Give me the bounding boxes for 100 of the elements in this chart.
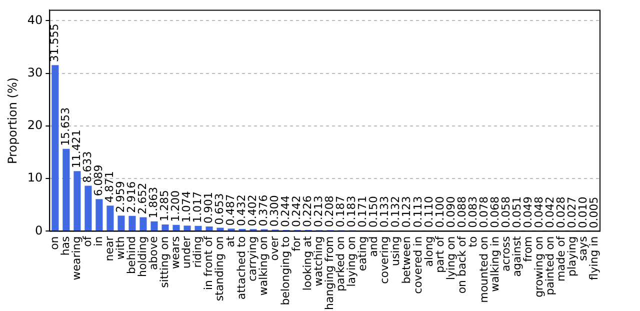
x-tick-label: playing <box>565 236 578 277</box>
data-label: 0.048 <box>532 196 546 228</box>
data-label: 4.871 <box>103 171 116 203</box>
x-tick-label: covering <box>378 236 392 284</box>
data-label: 8.633 <box>81 151 94 183</box>
data-label: 0.042 <box>543 196 556 228</box>
data-label: 2.916 <box>125 181 138 213</box>
x-tick-label: wearing <box>70 236 84 280</box>
data-label: 0.028 <box>554 196 568 228</box>
data-label: 11.421 <box>70 130 84 168</box>
data-label: 0.051 <box>510 196 524 228</box>
data-label: 31.555 <box>48 24 62 62</box>
x-tick-label: in front of <box>202 235 216 290</box>
x-tick-label: belonging to <box>279 236 292 306</box>
x-tick-label: holding <box>136 236 150 277</box>
x-tick-label: above <box>147 236 160 270</box>
data-label: 2.959 <box>114 181 128 213</box>
x-tick-label: walking on <box>257 236 270 296</box>
x-tick-label: using <box>389 236 402 266</box>
y-tick-label: 20 <box>27 118 43 132</box>
x-tick-label: with <box>114 236 128 260</box>
x-tick-label: wears <box>169 236 182 269</box>
x-tick-label: carrying <box>246 236 260 282</box>
x-tick-label: watching <box>312 236 326 286</box>
x-tick-label: looking at <box>301 236 314 291</box>
data-label: 0.208 <box>323 196 336 228</box>
data-label: 1.017 <box>191 191 204 223</box>
x-tick-label: has <box>59 236 72 256</box>
data-label: 0.183 <box>345 196 358 228</box>
data-label: 0.300 <box>268 195 282 227</box>
data-label: 0.376 <box>257 194 270 226</box>
data-label: 0.901 <box>202 192 216 224</box>
data-label: 1.285 <box>158 190 172 222</box>
data-label: 0.226 <box>301 196 314 228</box>
data-label: 2.652 <box>136 182 150 214</box>
data-label: 0.049 <box>521 196 534 228</box>
data-label: 0.213 <box>312 196 326 228</box>
data-label: 0.083 <box>466 196 480 228</box>
data-label: 0.187 <box>334 196 348 228</box>
x-tick-label: sitting on <box>158 236 172 288</box>
x-tick-label: under <box>180 236 194 268</box>
x-tick-label: hanging from <box>323 236 336 310</box>
data-label: 0.244 <box>279 195 292 227</box>
data-label: 0.242 <box>290 195 304 227</box>
x-tick-label: made of <box>554 235 568 282</box>
x-tick-label: and <box>367 236 380 257</box>
data-label: 0.402 <box>246 194 260 226</box>
data-label: 1.200 <box>169 190 182 222</box>
data-label: 0.432 <box>235 194 248 226</box>
data-label: 0.090 <box>444 196 458 228</box>
data-label: 0.487 <box>224 194 238 226</box>
x-tick-label: laying on <box>345 236 358 287</box>
y-tick-label: 10 <box>27 170 43 185</box>
x-tick-label: in <box>92 236 106 246</box>
data-label: 0.088 <box>455 196 468 228</box>
x-tick-label: parked on <box>334 236 348 292</box>
x-tick-label: eating <box>356 236 370 272</box>
x-tick-label: between <box>400 236 414 284</box>
data-label: 0.058 <box>499 196 512 228</box>
data-label: 0.123 <box>400 196 414 228</box>
y-tick-label: 40 <box>27 12 43 27</box>
x-tick-label: walking in <box>488 236 502 292</box>
data-label: 0.133 <box>378 196 392 228</box>
data-label: 0.027 <box>565 196 578 228</box>
data-label: 0.005 <box>587 196 600 228</box>
y-axis-title: Proportion (%) <box>5 77 20 164</box>
data-label: 0.150 <box>367 196 380 228</box>
data-label: 0.100 <box>433 196 446 228</box>
x-tick-label: from <box>521 236 534 262</box>
x-tick-label: for <box>290 236 304 252</box>
data-label: 0.110 <box>422 196 436 228</box>
x-tick-label: attached to <box>235 236 248 300</box>
data-label: 1.863 <box>147 186 160 218</box>
x-tick-label: of <box>81 235 94 247</box>
data-label: 0.113 <box>411 196 424 228</box>
data-label: 0.171 <box>356 196 370 228</box>
data-label: 0.068 <box>488 196 502 228</box>
x-tick-label: mounted on <box>477 236 490 303</box>
x-tick-label: at <box>224 236 238 248</box>
x-tick-label: riding <box>191 236 204 268</box>
x-tick-label: to <box>466 236 480 248</box>
data-label: 0.653 <box>213 193 226 225</box>
data-label: 0.010 <box>576 196 590 228</box>
data-label: 15.653 <box>59 107 72 146</box>
y-tick-label: 30 <box>27 65 43 80</box>
data-label: 1.074 <box>180 191 194 223</box>
x-tick-label: along <box>422 236 436 267</box>
data-label: 0.132 <box>389 196 402 228</box>
data-label: 0.078 <box>477 196 490 228</box>
y-tick-label: 0 <box>35 223 43 238</box>
x-tick-label: near <box>103 236 116 262</box>
x-tick-label: standing on <box>213 236 226 302</box>
x-tick-label: covered in <box>411 236 424 294</box>
data-label: 6.089 <box>92 164 106 196</box>
x-tick-label: lying on <box>444 236 458 280</box>
x-tick-label: against <box>510 236 524 277</box>
x-tick-label: on <box>48 236 62 250</box>
x-tick-label: growing on <box>532 236 546 298</box>
x-tick-label: over <box>268 236 282 261</box>
x-tick-label: behind <box>125 236 138 274</box>
